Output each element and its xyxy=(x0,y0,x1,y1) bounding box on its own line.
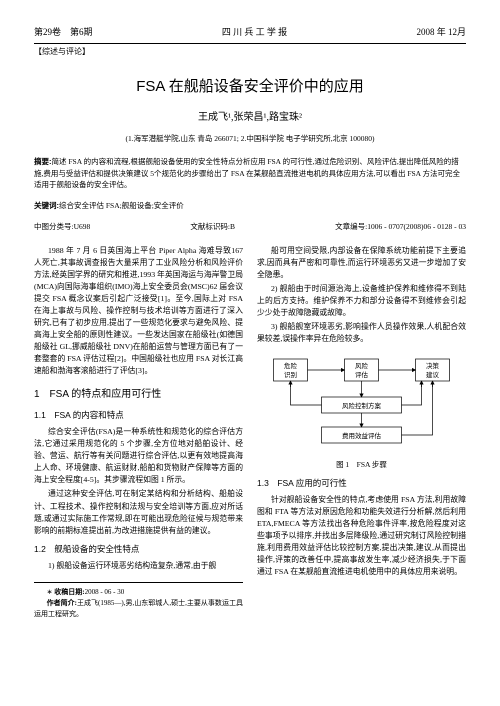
classification-row: 中图分类号:U698 文献标识码:B 文章编号:1006 - 0707(2008… xyxy=(34,221,466,232)
abstract-label: 摘要: xyxy=(34,157,52,166)
right-p2: 2) 舰船由于时间源治海上,设备维护保养和维修得不到陆上的后方支持。维护保养不力… xyxy=(257,283,466,319)
page-header: 第29卷 第6期 四 川 兵 工 学 报 2008 年 12月 xyxy=(34,26,466,44)
header-center: 四 川 兵 工 学 报 xyxy=(222,26,287,40)
intro-paragraph: 1988 年 7 月 6 日英国海上平台 Piper Alpha 海难导致167… xyxy=(34,245,243,378)
node-5: 费用效益评估 xyxy=(342,431,382,440)
body-columns: 1988 年 7 月 6 日英国海上平台 Piper Alpha 海难导致167… xyxy=(34,245,466,620)
section-1-1-paragraph-2: 通过这种安全评估,可在制定某结构和分析结构、船舶设计、工程技术、操作控制和法规与… xyxy=(34,488,243,536)
figure-1-caption: 图 1 FSA 步骤 xyxy=(257,459,466,471)
section-1-3-paragraph: 针对舰船设备安全性的特点,考虑使用 FSA 方法,利用故障图和 FTA 等方法对… xyxy=(257,494,466,579)
author-bio: 作者简介:王成飞(1985—),男,山东郓城人,硕士,主要从事数运工具运用工程研… xyxy=(34,598,243,620)
rubric: 【综述与评论】 xyxy=(34,46,466,58)
node-3-line2: 建议 xyxy=(426,370,440,379)
header-right: 2008 年 12月 xyxy=(416,26,466,40)
authors: 王成飞¹,张荣昌¹,路宝珠² xyxy=(34,110,466,125)
articleid: 文章编号:1006 - 0707(2008)06 - 0128 - 03 xyxy=(335,221,466,232)
received-date: ∗ 收稿日期:2008 - 06 - 30 xyxy=(34,587,243,598)
right-column: 船可用空间受限,内部设备在保障系统功能前提下主要追求,因而具有严密和可靠性,而运… xyxy=(257,245,466,620)
left-column: 1988 年 7 月 6 日英国海上平台 Piper Alpha 海难导致167… xyxy=(34,245,243,620)
flowchart-svg: 危险 识别 风险 评估 决策 建议 风险控制方案 费用效益评估 xyxy=(257,353,466,453)
header-left: 第29卷 第6期 xyxy=(34,26,93,40)
section-1-1-paragraph: 综合安全评估(FSA)是一种系统性和规范化的综合评估方法,它通过采用规范化的 5… xyxy=(34,426,243,486)
section-1-2-heading: 1.2 舰船设备的安全性特点 xyxy=(34,543,243,556)
keywords: 关键词:综合安全评估 FSA;舰船设备;安全评价 xyxy=(34,200,466,211)
node-1-line2: 识别 xyxy=(284,370,297,379)
section-1-2-paragraph: 1) 舰船设备运行环境恶劣结构造复杂,通常,由于舰 xyxy=(34,560,243,572)
node-2-line1: 风险 xyxy=(355,361,369,370)
right-p1: 船可用空间受限,内部设备在保障系统功能前提下主要追求,因而具有严密和可靠性,而运… xyxy=(257,245,466,281)
node-3-line1: 决策 xyxy=(426,361,440,370)
section-1-1-heading: 1.1 FSA 的内容和特点 xyxy=(34,409,243,422)
abstract: 摘要:简述 FSA 的内容和流程,根据舰船设备使用的安全性特点分析应用 FSA … xyxy=(34,156,466,190)
node-4: 风险控制方案 xyxy=(342,401,382,410)
section-1-heading: 1 FSA 的特点和应用可行性 xyxy=(34,387,243,403)
article-title: FSA 在舰船设备安全评价中的应用 xyxy=(34,76,466,99)
node-2-line2: 评估 xyxy=(355,370,369,379)
figure-1: 危险 识别 风险 评估 决策 建议 风险控制方案 费用效益评估 xyxy=(257,353,466,471)
clc: 中图分类号:U698 xyxy=(34,221,90,232)
keywords-text: 综合安全评估 FSA;舰船设备;安全评价 xyxy=(59,201,184,210)
affiliations: (1.海军潜艇学院,山东 青岛 266071; 2.中国科学院 电子学研究所,北… xyxy=(34,133,466,144)
section-1-3-heading: 1.3 FSA 应用的可行性 xyxy=(257,477,466,490)
abstract-text: 简述 FSA 的内容和流程,根据舰船设备使用的安全性特点分析应用 FSA 的可行… xyxy=(34,157,460,189)
keywords-label: 关键词: xyxy=(34,201,59,210)
footnote-block: ∗ 收稿日期:2008 - 06 - 30 作者简介:王成飞(1985—),男,… xyxy=(34,582,243,620)
docid: 文献标识码:B xyxy=(190,221,235,232)
right-p3: 3) 舰船舰室环境恶劣,影响操作人员操作效果,人机配合效果较差,误操作率异在危险… xyxy=(257,321,466,345)
node-1-line1: 危险 xyxy=(284,361,298,370)
